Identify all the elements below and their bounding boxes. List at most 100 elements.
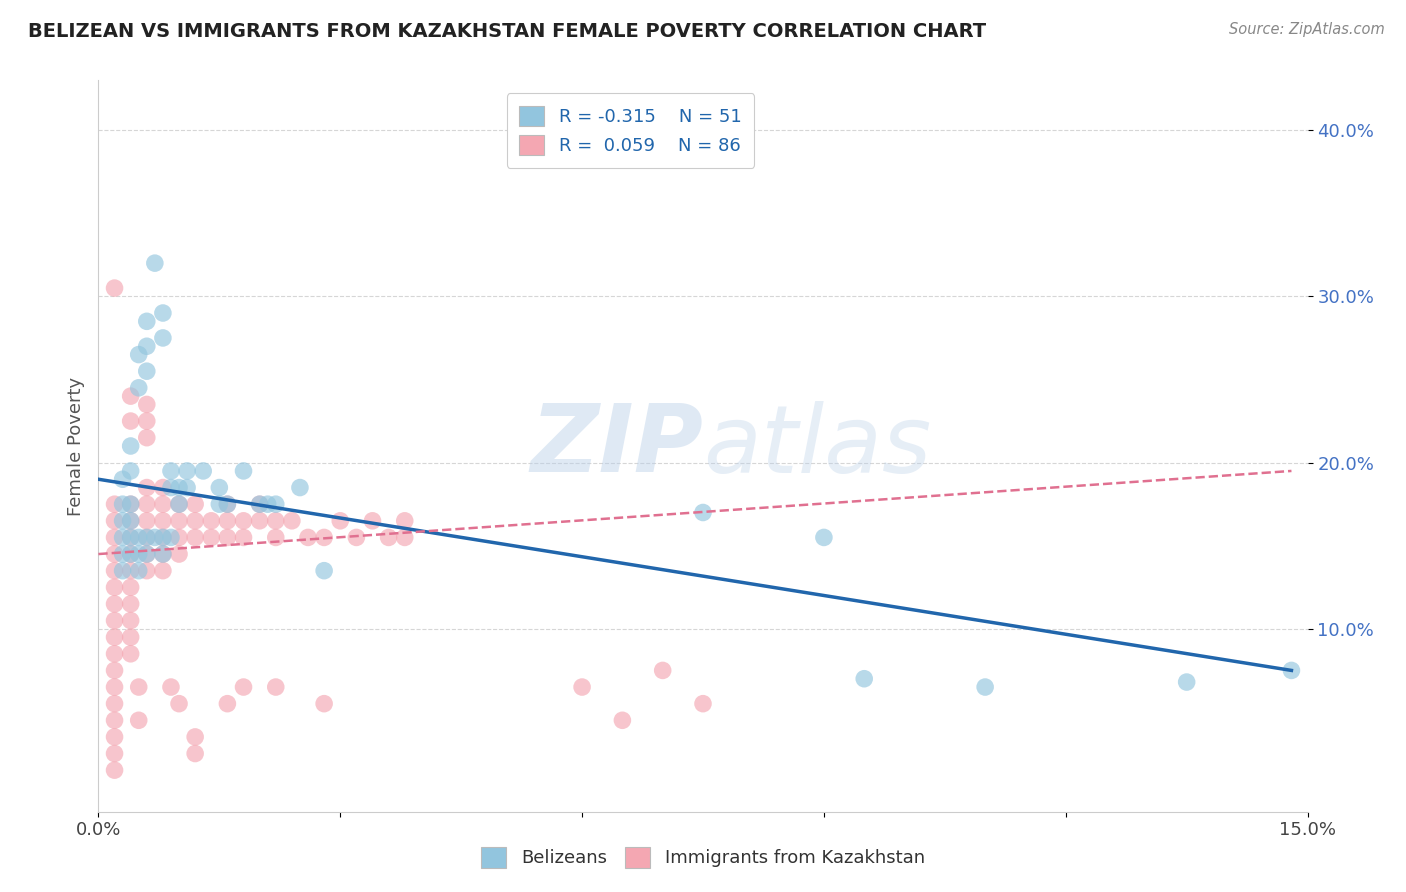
Point	[314, 564, 336, 578]
Text: Source: ZipAtlas.com: Source: ZipAtlas.com	[1229, 22, 1385, 37]
Legend: Belizeans, Immigrants from Kazakhstan: Belizeans, Immigrants from Kazakhstan	[471, 836, 935, 879]
Point	[103, 597, 125, 611]
Point	[120, 514, 142, 528]
Point	[135, 481, 157, 495]
Y-axis label: Female Poverty: Female Poverty	[66, 376, 84, 516]
Point	[135, 530, 157, 544]
Point	[120, 439, 142, 453]
Point	[160, 530, 183, 544]
Point	[103, 564, 125, 578]
Point	[135, 314, 157, 328]
Point	[232, 530, 254, 544]
Point	[103, 281, 125, 295]
Text: atlas: atlas	[703, 401, 931, 491]
Point	[120, 414, 142, 428]
Point	[184, 747, 207, 761]
Point	[394, 530, 416, 544]
Point	[217, 514, 239, 528]
Point	[111, 472, 134, 486]
Point	[103, 680, 125, 694]
Text: BELIZEAN VS IMMIGRANTS FROM KAZAKHSTAN FEMALE POVERTY CORRELATION CHART: BELIZEAN VS IMMIGRANTS FROM KAZAKHSTAN F…	[28, 22, 986, 41]
Point	[361, 514, 384, 528]
Point	[103, 747, 125, 761]
Point	[232, 464, 254, 478]
Point	[249, 497, 271, 511]
Point	[853, 672, 876, 686]
Point	[103, 547, 125, 561]
Point	[264, 680, 287, 694]
Point	[103, 714, 125, 728]
Point	[160, 481, 183, 495]
Point	[111, 514, 134, 528]
Point	[344, 530, 367, 544]
Point	[167, 530, 190, 544]
Point	[152, 530, 174, 544]
Point	[120, 497, 142, 511]
Point	[111, 564, 134, 578]
Point	[128, 530, 150, 544]
Point	[152, 497, 174, 511]
Point	[264, 497, 287, 511]
Point	[152, 547, 174, 561]
Point	[103, 730, 125, 744]
Point	[128, 347, 150, 362]
Point	[120, 597, 142, 611]
Point	[128, 381, 150, 395]
Point	[135, 431, 157, 445]
Point	[160, 464, 183, 478]
Point	[193, 464, 215, 478]
Point	[974, 680, 997, 694]
Point	[103, 580, 125, 594]
Point	[281, 514, 304, 528]
Point	[167, 497, 190, 511]
Point	[184, 497, 207, 511]
Point	[184, 730, 207, 744]
Point	[297, 530, 319, 544]
Point	[208, 497, 231, 511]
Point	[692, 506, 714, 520]
Point	[394, 514, 416, 528]
Point	[135, 339, 157, 353]
Point	[232, 680, 254, 694]
Point	[103, 530, 125, 544]
Point	[103, 647, 125, 661]
Point	[143, 256, 166, 270]
Point	[120, 530, 142, 544]
Point	[256, 497, 278, 511]
Point	[167, 497, 190, 511]
Point	[152, 306, 174, 320]
Point	[571, 680, 593, 694]
Point	[135, 514, 157, 528]
Point	[135, 564, 157, 578]
Point	[152, 547, 174, 561]
Point	[200, 530, 222, 544]
Point	[1175, 675, 1198, 690]
Point	[314, 697, 336, 711]
Point	[135, 547, 157, 561]
Point	[152, 481, 174, 495]
Point	[135, 414, 157, 428]
Point	[152, 331, 174, 345]
Point	[135, 397, 157, 411]
Point	[103, 514, 125, 528]
Point	[152, 564, 174, 578]
Point	[377, 530, 399, 544]
Point	[120, 389, 142, 403]
Point	[120, 630, 142, 644]
Point	[135, 497, 157, 511]
Point	[232, 514, 254, 528]
Point	[135, 364, 157, 378]
Point	[249, 514, 271, 528]
Point	[111, 547, 134, 561]
Point	[120, 580, 142, 594]
Point	[120, 647, 142, 661]
Point	[184, 514, 207, 528]
Point	[103, 614, 125, 628]
Point	[176, 481, 198, 495]
Point	[120, 547, 142, 561]
Point	[152, 514, 174, 528]
Point	[208, 481, 231, 495]
Point	[120, 564, 142, 578]
Point	[103, 497, 125, 511]
Point	[167, 547, 190, 561]
